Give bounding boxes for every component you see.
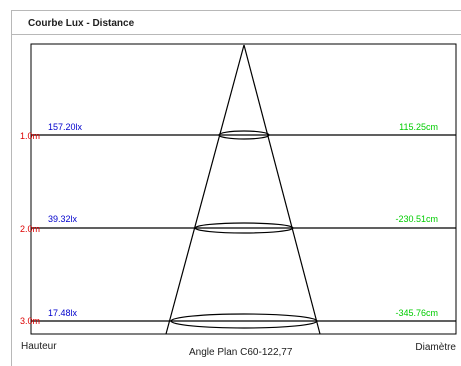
height-value: 1.0m xyxy=(20,131,40,141)
footer-diameter-label: Diamètre xyxy=(415,342,456,353)
lux-value: 39.32lx xyxy=(48,214,78,224)
cone-right-edge xyxy=(243,44,321,335)
distance-row-2: 39.32lx -230.51cm 2.0m xyxy=(20,214,456,234)
distance-row-1: 157.20lx 115.25cm 1.0m xyxy=(20,122,456,141)
height-value: 3.0m xyxy=(20,316,40,326)
diameter-value: -345.76cm xyxy=(395,308,438,318)
beam-ellipse xyxy=(218,130,270,140)
diagram-title: Courbe Lux - Distance xyxy=(28,18,135,29)
beam-ellipse xyxy=(170,313,318,329)
footer-height-label: Hauteur xyxy=(21,341,57,352)
distance-row-3: 17.48lx -345.76cm 3.0m xyxy=(20,308,456,329)
diameter-value: 115.25cm xyxy=(399,122,438,132)
diameter-value: -230.51cm xyxy=(395,214,438,224)
lux-value: 17.48lx xyxy=(48,308,78,318)
lux-value: 157.20lx xyxy=(48,122,83,132)
beam-ellipse xyxy=(194,222,294,234)
title-separator xyxy=(11,34,461,35)
diagram-panel xyxy=(11,10,461,366)
cone-left-edge xyxy=(165,44,245,335)
height-value: 2.0m xyxy=(20,224,40,234)
footer-angle-plane-label: Angle Plan C60-122,77 xyxy=(189,347,293,358)
plot-border xyxy=(30,43,457,335)
